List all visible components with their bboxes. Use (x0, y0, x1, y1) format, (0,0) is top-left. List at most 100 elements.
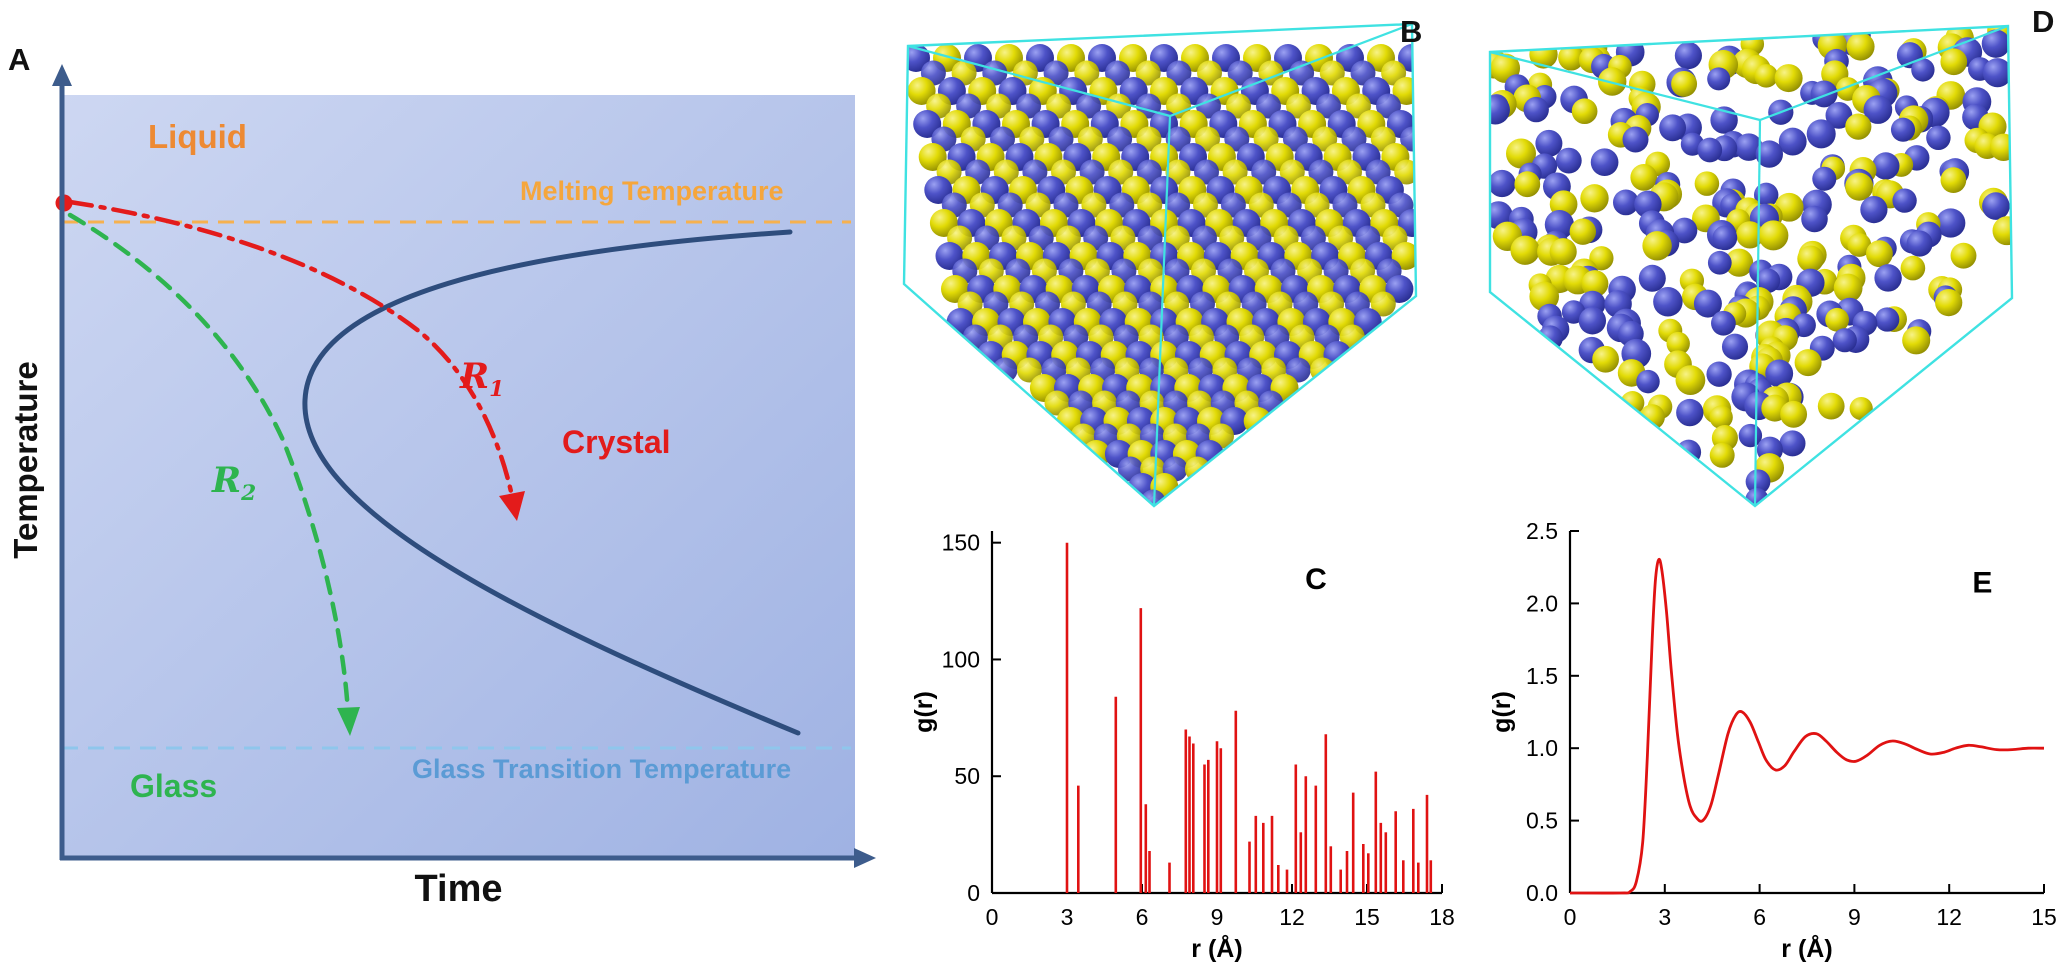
x-tick-label: 0 (1564, 904, 1577, 930)
blue-atom (1165, 126, 1191, 152)
blue-atom (1832, 328, 1857, 353)
blue-atom (1745, 469, 1771, 495)
yellow-atom (1817, 392, 1845, 420)
blue-atom (1872, 152, 1900, 180)
y-tick-label: 2.0 (1526, 590, 1558, 616)
ttt-diagram (52, 64, 876, 868)
blue-atom (1926, 125, 1951, 151)
panel-e: 0 3 6 9 12 15 0.0 0.5 1.0 1.5 2.0 2.5 r (Å) g(r) E (1470, 505, 2070, 964)
blue-atom (913, 110, 942, 138)
yellow-atom (1506, 138, 1536, 169)
x-tick-label: 9 (1211, 904, 1224, 930)
blue-atom (1523, 96, 1549, 123)
blue-atom (1812, 166, 1837, 191)
blue-atom (1936, 208, 1966, 238)
yellow-atom (1226, 93, 1251, 119)
panel-label-b: B (1400, 14, 1423, 49)
blue-atom (1981, 29, 2011, 58)
blue-atom (1612, 189, 1639, 216)
x-axis-title: Time (414, 868, 503, 910)
y-tick-label: 100 (942, 646, 980, 672)
yellow-atom (1529, 40, 1558, 69)
panel-label-d: D (2032, 4, 2055, 39)
yellow-atom (1592, 345, 1619, 373)
y-tick-label: 150 (942, 530, 980, 556)
amorphous-structure-render (1488, 24, 2014, 508)
yellow-atom (1514, 171, 1541, 198)
cube-silhouette-edge (1488, 24, 2014, 508)
crystallization-nose-curve (302, 229, 801, 736)
blue-atom (1289, 60, 1315, 86)
r1-arrowhead (499, 491, 525, 521)
crystal-structure-render (902, 22, 1418, 508)
blue-atom (1890, 117, 1916, 142)
yellow-atom (1620, 391, 1645, 415)
y-tick-label: 0.0 (1526, 880, 1558, 906)
yellow-atom (1569, 218, 1597, 245)
cube-top-left-edge (1489, 50, 1761, 122)
yellow-atom (1845, 172, 1874, 201)
blue-atom (1555, 147, 1582, 174)
blue-atom (1194, 159, 1219, 185)
blue-atom (1810, 80, 1838, 108)
yellow-atom (1197, 60, 1222, 86)
yellow-atom (1825, 307, 1849, 332)
yellow-atom (1845, 113, 1872, 140)
yellow-atom (1754, 64, 1778, 88)
blue-atom (1755, 268, 1781, 293)
cube-top-right-edge (1169, 22, 1413, 118)
yellow-atom (1597, 67, 1627, 96)
blue-atom (1825, 102, 1853, 129)
yellow-atom (1935, 288, 1963, 317)
blue-atom (1676, 398, 1704, 427)
blue-atom (1875, 307, 1900, 332)
y-axis-title: Temperature (7, 361, 44, 559)
blue-atom (1671, 217, 1698, 244)
yellow-atom (907, 77, 936, 105)
yellow-atom (1865, 240, 1893, 268)
yellow-atom (1370, 291, 1396, 317)
blue-atom (1590, 148, 1619, 177)
blue-atom (1982, 192, 2010, 220)
y-tick-label: 1.0 (1526, 735, 1558, 761)
panel-a: A Liquid Melting Temperature R1 Crystal … (0, 0, 880, 964)
yellow-atom (1671, 70, 1698, 97)
yellow-atom (1846, 32, 1875, 61)
blue-atom (1874, 264, 1902, 292)
yellow-atom (1675, 365, 1706, 395)
blue-atom (1755, 140, 1783, 168)
yellow-atom (1016, 357, 1042, 383)
yellow-atom (1950, 242, 1977, 269)
x-tick-label: 3 (1658, 904, 1671, 930)
yellow-atom (1794, 349, 1822, 377)
yellow-atom (1797, 245, 1824, 273)
yellow-atom (1780, 400, 1808, 428)
blue-atom (1653, 287, 1683, 317)
x-tick-label: 6 (1136, 904, 1149, 930)
y-tick-label: 1.5 (1526, 663, 1558, 689)
x-tick-label: 12 (1279, 904, 1305, 930)
x-tick-label: 15 (2031, 904, 2057, 930)
blue-atom (1707, 67, 1731, 91)
blue-atom (1397, 209, 1416, 237)
r1-cooling-curve (67, 199, 515, 499)
x-axis-title: r (Å) (1191, 934, 1242, 963)
y-tick-label: 2.5 (1526, 518, 1558, 544)
blue-atom (992, 357, 1018, 383)
blue-atom (1697, 137, 1723, 163)
r2-cooling-curve (67, 212, 351, 715)
x-tick-label: 9 (1848, 904, 1861, 930)
cube-top-left-edge (907, 44, 1171, 118)
blue-atom (1892, 188, 1917, 213)
blue-atom (1906, 230, 1933, 257)
blue-atom (1863, 95, 1893, 124)
cube-silhouette-edge (902, 22, 1418, 508)
blue-atom (1911, 58, 1935, 82)
r2-arrowhead (337, 707, 360, 736)
yellow-atom (1940, 48, 1968, 76)
blue-atom (1490, 95, 1510, 125)
yellow-atom (1989, 133, 2012, 161)
x-tick-label: 6 (1753, 904, 1766, 930)
yellow-atom (1940, 167, 1967, 193)
